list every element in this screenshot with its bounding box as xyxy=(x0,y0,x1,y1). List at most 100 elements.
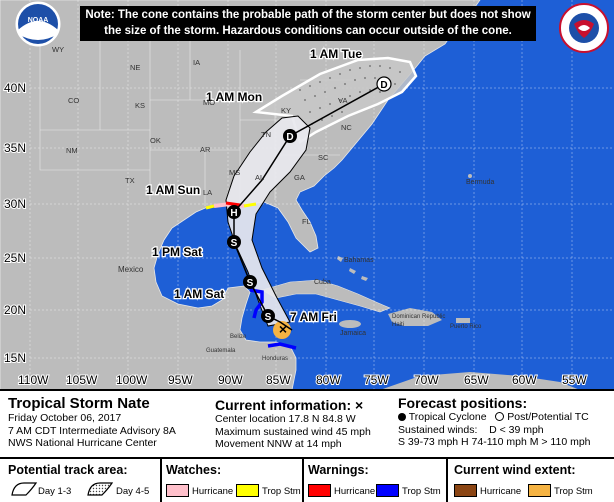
legend-watch-hurricane: Hurricane xyxy=(192,486,234,497)
land-jamaica xyxy=(339,320,361,328)
state-ar: AR xyxy=(200,145,211,154)
state-co: CO xyxy=(68,96,79,105)
state-al: AL xyxy=(255,173,264,182)
nws-logo xyxy=(559,3,609,53)
lat-25n: 25N xyxy=(4,251,26,265)
marker-mon: D xyxy=(283,129,297,143)
marker-tue-letter: D xyxy=(380,80,387,91)
marker-sun-letter: H xyxy=(230,208,237,219)
state-tx: TX xyxy=(125,176,135,185)
current-position-marker: × xyxy=(279,321,287,337)
place-dominican-republic: Dominican Republic xyxy=(392,314,445,320)
lon-110w: 110W xyxy=(18,373,49,387)
forecast-symbols: Tropical Cyclone Post/Potential TC xyxy=(398,411,612,424)
tropical-cyclone-icon xyxy=(398,413,406,421)
land-bermuda xyxy=(468,174,472,178)
legend-watch-trop: Trop Stm xyxy=(262,486,301,497)
state-va: VA xyxy=(338,96,347,105)
state-ok: OK xyxy=(150,136,161,145)
state-fl: FL xyxy=(302,217,311,226)
place-honduras: Honduras xyxy=(262,356,288,362)
legend-wind-trop: Trop Stm xyxy=(554,486,593,497)
label-tue: 1 AM Tue xyxy=(310,47,362,61)
graticule xyxy=(29,0,614,390)
lon-95w: 95W xyxy=(168,373,193,387)
marker-sat-am: S xyxy=(243,275,257,289)
state-ia: IA xyxy=(193,58,200,67)
marker-sat-pm: S xyxy=(227,235,241,249)
hurricane-watch-swatch xyxy=(166,484,189,497)
lat-40n: 40N xyxy=(4,81,26,95)
place-bahamas: Bahamas xyxy=(344,257,374,264)
info-panel: Tropical Storm Nate Friday October 06, 2… xyxy=(0,389,614,502)
legend-day13: Day 1-3 xyxy=(38,486,72,497)
storm-date: Friday October 06, 2017 xyxy=(8,412,122,424)
latitude-labels: 40N 35N 30N 25N 20N 15N xyxy=(3,80,27,366)
label-sat-am: 1 AM Sat xyxy=(174,287,224,301)
day13-legend-icon xyxy=(11,482,38,496)
place-mexico: Mexico xyxy=(118,265,144,274)
trop-warning-swatch xyxy=(376,484,399,497)
disclaimer-note: Note: The cone contains the probable pat… xyxy=(80,6,536,41)
lon-55w: 55W xyxy=(562,373,587,387)
forecast-time-labels: 1 AM Tue 1 AM Mon 1 AM Sun 1 PM Sat 1 AM… xyxy=(145,46,364,326)
forecast-sustained-label: Sustained winds: xyxy=(398,423,478,436)
forecast-title: Forecast positions: xyxy=(398,395,528,411)
place-bermuda: Bermuda xyxy=(466,179,495,186)
legend-day45: Day 4-5 xyxy=(116,486,150,497)
disclaimer-line-2: the size of the storm. Hazardous conditi… xyxy=(104,25,512,37)
trop-warning-yucatan xyxy=(249,288,264,319)
marker-fri-letter: S xyxy=(265,312,272,323)
wind-trop-swatch xyxy=(528,484,551,497)
lon-65w: 65W xyxy=(464,373,489,387)
hurricane-warning-coast xyxy=(225,201,241,207)
state-ga: GA xyxy=(294,173,305,182)
lon-105w: 105W xyxy=(66,373,98,387)
marker-mon-letter: D xyxy=(286,132,293,143)
current-winds: Maximum sustained wind 45 mph xyxy=(215,425,371,438)
current-title-text: Current information: xyxy=(215,397,352,413)
current-movement: Movement NNW at 14 mph xyxy=(215,438,342,450)
current-location: Center location 17.8 N 84.8 W xyxy=(215,413,356,425)
forecast-d-label: D < 39 mph xyxy=(489,423,544,436)
forecast-positions: Forecast positions: Tropical Cyclone Pos… xyxy=(398,395,612,449)
noaa-logo-text: NOAA xyxy=(28,17,49,24)
state-mo: MO xyxy=(203,98,215,107)
day45-legend-icon xyxy=(87,482,114,496)
lon-75w: 75W xyxy=(364,373,389,387)
disclaimer-line-1: Note: The cone contains the probable pat… xyxy=(85,9,531,21)
legend-separator-3 xyxy=(446,459,448,502)
state-tn: TN xyxy=(261,130,271,139)
lon-70w: 70W xyxy=(414,373,439,387)
state-la: LA xyxy=(203,188,212,197)
trop-watch-coast xyxy=(205,202,257,210)
current-information: Current information: × Center location 1… xyxy=(215,397,395,451)
forecast-post: Post/Potential TC xyxy=(507,411,589,423)
lat-35n: 35N xyxy=(4,141,26,155)
storm-advisory: 7 AM CDT Intermediate Advisory 8A xyxy=(8,424,176,437)
place-belize: Belize xyxy=(230,334,247,340)
label-fri: 7 AM Fri xyxy=(290,310,337,324)
wind-hurricane-swatch xyxy=(454,484,477,497)
noaa-logo: NOAA xyxy=(15,1,61,47)
post-potential-icon xyxy=(495,412,505,421)
lon-90w: 90W xyxy=(218,373,243,387)
label-mon: 1 AM Mon xyxy=(206,90,262,104)
lon-80w: 80W xyxy=(316,373,341,387)
current-title: Current information: × xyxy=(215,397,395,413)
storm-center: NWS National Hurricane Center xyxy=(8,437,157,449)
legend-wind-hurricane: Hurricane xyxy=(480,486,522,497)
legend-warn-trop: Trop Stm xyxy=(402,486,441,497)
current-symbol: × xyxy=(355,397,364,413)
legend-watches-title: Watches: xyxy=(166,463,222,477)
forecast-tc: Tropical Cyclone xyxy=(408,411,487,423)
lon-100w: 100W xyxy=(116,373,148,387)
legend-warn-hurricane: Hurricane xyxy=(334,486,376,497)
lat-15n: 15N xyxy=(4,351,26,365)
place-puerto-rico: Puerto Rico xyxy=(450,324,482,330)
land-puerto-rico xyxy=(456,318,470,323)
lat-20n: 20N xyxy=(4,303,26,317)
state-ks: KS xyxy=(135,101,145,110)
land-bahamas xyxy=(337,256,368,281)
